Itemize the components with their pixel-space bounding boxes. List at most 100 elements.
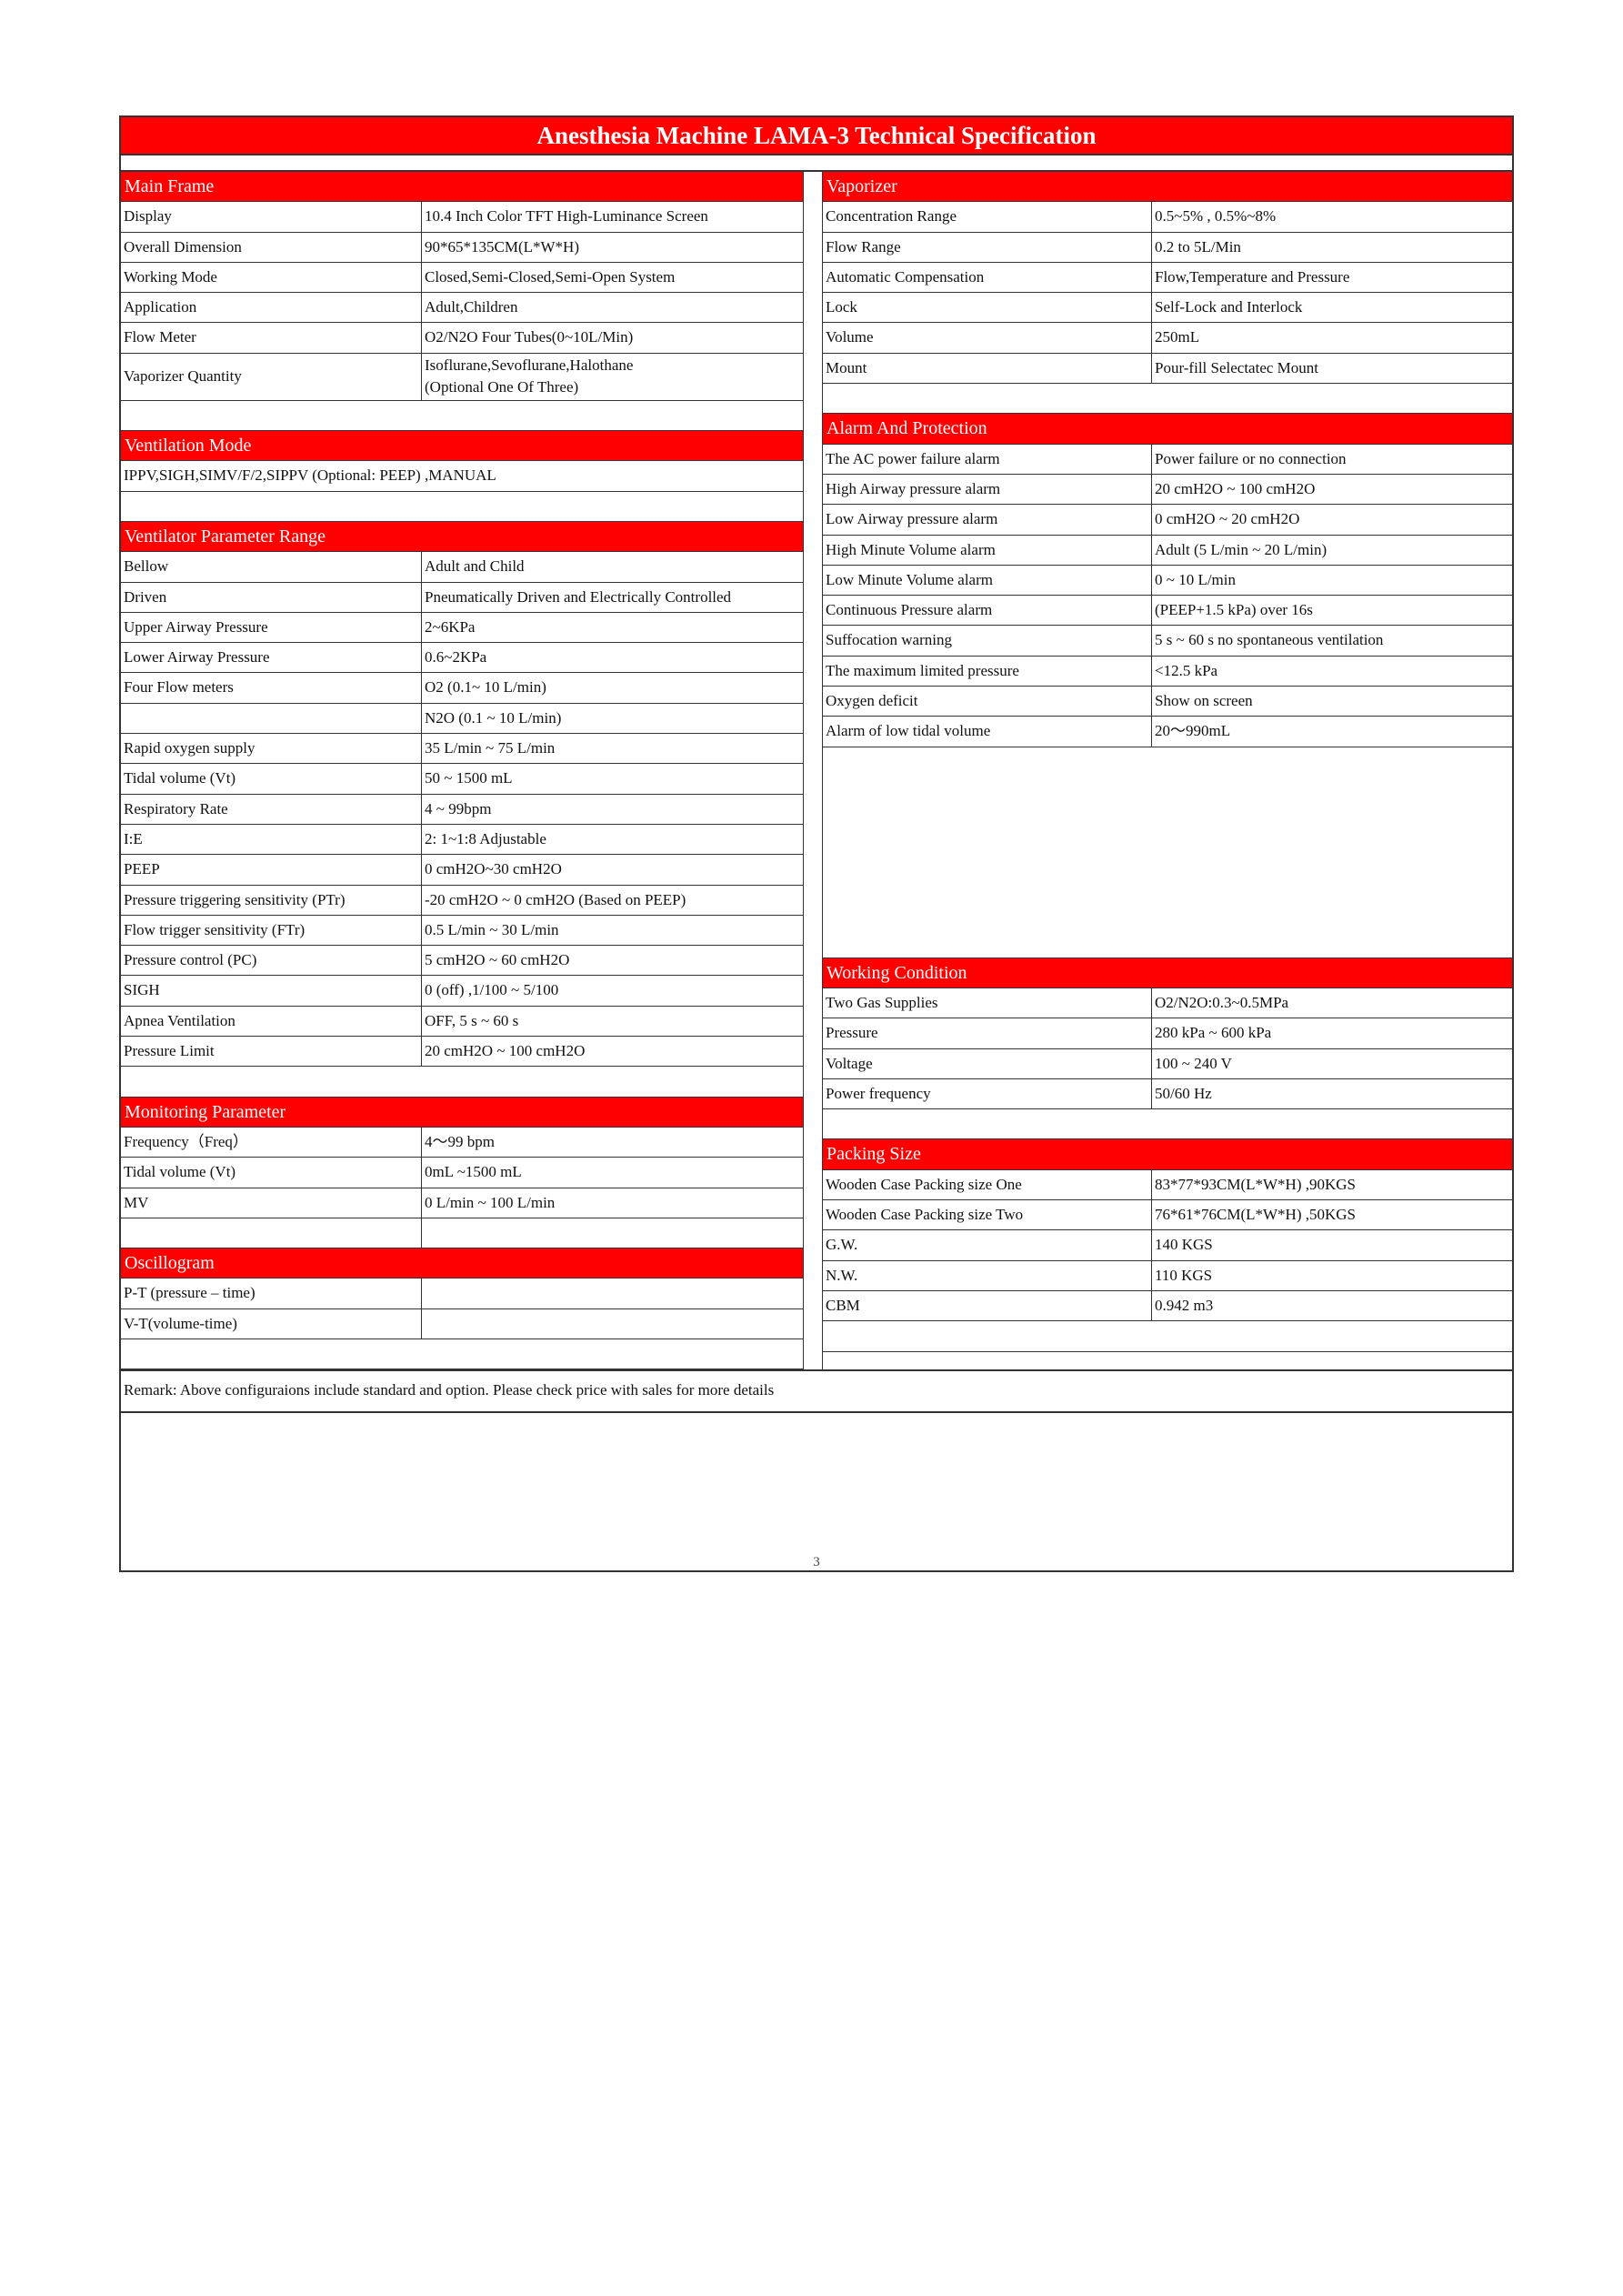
spec-row: G.W. 140 KGS [823,1230,1512,1261]
spec-label: MV [121,1188,422,1218]
spec-label: P-T (pressure – time) [121,1278,422,1308]
spec-label: G.W. [823,1230,1152,1260]
spec-value: N2O (0.1 ~ 10 L/min) [425,708,562,727]
blank-row [121,1067,803,1098]
spec-label: CBM [823,1290,1152,1321]
spec-row: Overall Dimension 90*65*135CM(L*W*H) [121,232,803,263]
right-column: Vaporizer Concentration Range 0.5~5% , 0.5… [823,172,1512,1369]
spec-row: Flow trigger sensitivity (FTr) 0.5 L/min … [121,915,803,947]
spec-label: Two Gas Supplies [823,988,1152,1018]
spec-label: High Airway pressure alarm [823,474,1152,505]
spec-row: SIGH 0 (off) ,1/100 ~ 5/100 [121,976,803,1007]
spec-label: Voltage [823,1048,1152,1078]
spec-row: Tidal volume (Vt) 50 ~ 1500 mL [121,764,803,795]
spec-row: Automatic Compensation Flow,Temperature a… [823,262,1512,294]
blank-cell [422,1218,803,1248]
section-header-vaporizer: Vaporizer [823,172,1512,203]
spec-row: Tidal volume (Vt) 0mL ~1500 mL [121,1158,803,1188]
spec-row: Lower Airway Pressure 0.6~2KPa [121,643,803,674]
spec-value: O2/N2O Four Tubes(0~10L/Min) [425,328,634,346]
spec-label [121,703,422,734]
spec-label: Low Minute Volume alarm [823,565,1152,596]
page-number: 3 [813,1555,820,1570]
spec-value: 140 KGS [1155,1236,1213,1254]
spec-value: 0 cmH2O~30 cmH2O [425,860,562,878]
spec-value: 250mL [1155,328,1200,346]
spec-label: Upper Airway Pressure [121,612,422,643]
spec-value [422,1309,803,1338]
spec-value: (PEEP+1.5 kPa) over 16s [1155,601,1313,619]
spec-row: Volume 250mL [823,323,1512,354]
spec-value: O2/N2O:0.3~0.5MPa [1155,993,1289,1011]
spec-row: Driven Pneumatically Driven and Electrica… [121,582,803,613]
spec-label: Wooden Case Packing size One [823,1169,1152,1200]
spec-value: Pneumatically Driven and Electrically Co… [425,587,732,606]
spec-value: Power failure or no connection [1155,449,1347,467]
spec-row: Application Adult,Children [121,293,803,324]
spec-label: Low Airway pressure alarm [823,505,1152,535]
spec-value: 0 (off) ,1/100 ~ 5/100 [425,981,559,999]
spec-label: Flow Range [823,232,1152,262]
section-header-alarm-and-protection: Alarm And Protection [823,414,1512,445]
spec-row: N2O (0.1 ~ 10 L/min) [121,703,803,735]
spec-value: 0 ~ 10 L/min [1155,570,1237,588]
spec-label: The AC power failure alarm [823,444,1152,474]
spec-label: Alarm of low tidal volume [823,717,1152,747]
spacer-row [121,155,1512,172]
spec-value: 0.942 m3 [1155,1296,1214,1314]
spec-row: Pressure 280 kPa ~ 600 kPa [823,1018,1512,1049]
spec-row: The AC power failure alarm Power failure … [823,444,1512,475]
spec-value: 5 cmH2O ~ 60 cmH2O [425,951,570,969]
spec-label: Power frequency [823,1078,1152,1109]
spec-row: Respiratory Rate 4 ~ 99bpm [121,794,803,825]
spec-value: 280 kPa ~ 600 kPa [1155,1024,1272,1042]
spec-label: Mount [823,353,1152,384]
remark-text: Remark: Above configuraions include stan… [121,1369,1512,1414]
spec-value: Isoflurane,Sevoflurane,Halothane (Option… [425,356,634,396]
blank-row [121,492,803,522]
spec-row: Power frequency 50/60 Hz [823,1078,1512,1110]
spec-label: Apnea Ventilation [121,1006,422,1037]
spec-label: Pressure [823,1018,1152,1048]
spec-label: Flow trigger sensitivity (FTr) [121,915,422,946]
spec-value: 0.5~5% , 0.5%~8% [1155,207,1277,226]
spec-value: 10.4 Inch Color TFT High-Luminance Scree… [425,207,708,226]
spec-value: Flow,Temperature and Pressure [1155,267,1350,286]
blank-row [823,1109,1512,1140]
spec-value: O2 (0.1~ 10 L/min) [425,678,546,697]
spec-value: Show on screen [1155,692,1253,710]
spec-label: SIGH [121,976,422,1006]
section-header-ventilation-mode: Ventilation Mode [121,431,803,462]
spec-label: Four Flow meters [121,673,422,703]
spec-label: Oxygen deficit [823,687,1152,717]
spec-label: Flow Meter [121,323,422,353]
spec-row: Pressure Limit 20 cmH2O ~ 100 cmH2O [121,1037,803,1068]
spec-label: High Minute Volume alarm [823,535,1152,565]
spec-row: Four Flow meters O2 (0.1~ 10 L/min) [121,673,803,704]
spec-label: PEEP [121,855,422,885]
spec-label: N.W. [823,1260,1152,1290]
spec-label: Continuous Pressure alarm [823,596,1152,626]
spec-value: 0.6~2KPa [425,648,487,667]
spec-value: 2: 1~1:8 Adjustable [425,829,546,847]
spec-value: 0 L/min ~ 100 L/min [425,1193,556,1211]
spec-label: Lock [823,293,1152,323]
spec-value: <12.5 kPa [1155,661,1218,679]
spec-row: High Minute Volume alarm Adult (5 L/min ~… [823,535,1512,566]
spec-row: I:E 2: 1~1:8 Adjustable [121,824,803,856]
section-header-oscillogram: Oscillogram [121,1248,803,1279]
spec-label: I:E [121,824,422,855]
spec-label: Lower Airway Pressure [121,643,422,673]
spec-row: Two Gas Supplies O2/N2O:0.3~0.5MPa [823,988,1512,1019]
section-header-working-condition: Working Condition [823,958,1512,988]
spec-label: Respiratory Rate [121,794,422,824]
spec-row: Concentration Range 0.5~5% , 0.5%~8% [823,202,1512,233]
spec-value: 2~6KPa [425,617,476,636]
spec-label: Pressure triggering sensitivity (PTr) [121,885,422,915]
spec-row: Mount Pour-fill Selectatec Mount [823,353,1512,385]
spec-value [422,1278,803,1308]
spec-value: 50 ~ 1500 mL [425,769,513,787]
blank-row [823,384,1512,415]
column-gap [804,172,823,1370]
section-header-monitoring-parameter: Monitoring Parameter [121,1097,803,1128]
